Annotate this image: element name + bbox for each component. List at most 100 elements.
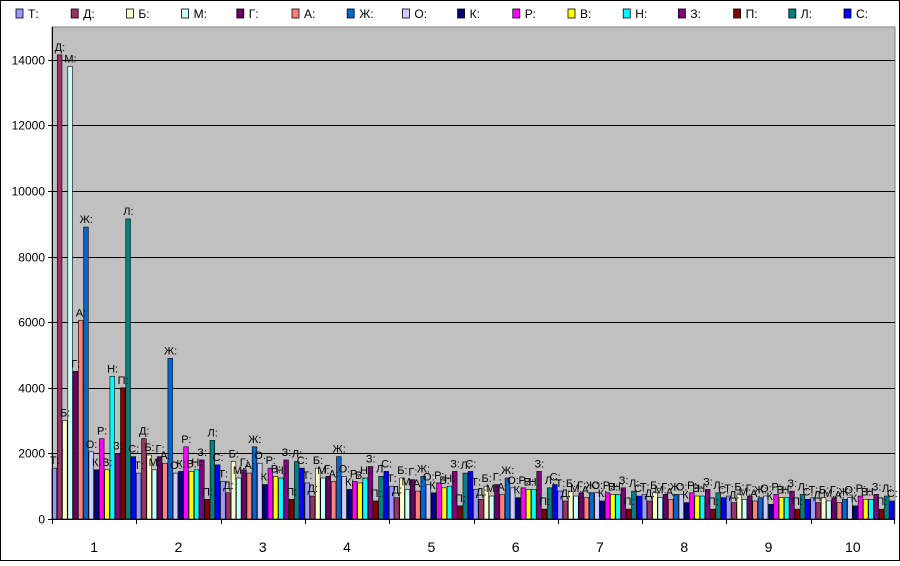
bar xyxy=(346,489,353,520)
bar-data-label: Д: xyxy=(729,490,740,502)
bar-data-label: А: xyxy=(413,478,423,490)
bar-data-label: Ж: xyxy=(164,345,177,357)
bar-data-label: М: xyxy=(570,483,582,495)
bar xyxy=(610,494,616,520)
bar-data-label: Б: xyxy=(819,485,829,497)
bar-data-label: С: xyxy=(887,488,898,500)
bar-data-label: Р: xyxy=(771,481,781,493)
bar xyxy=(136,472,142,520)
bar-data-label: Ж: xyxy=(501,465,514,477)
legend-label: Л: xyxy=(801,7,812,21)
bar-data-label: Н: xyxy=(276,465,287,477)
bar xyxy=(694,495,700,520)
bar xyxy=(56,54,63,520)
bar-data-label: Г: xyxy=(830,485,839,497)
bar xyxy=(868,499,874,520)
y-tick-label: 0 xyxy=(38,513,45,527)
bar-data-label: К: xyxy=(176,458,185,470)
legend-label: Р: xyxy=(525,7,536,21)
bar xyxy=(241,469,247,520)
bar xyxy=(167,357,173,520)
bar-data-label: Р: xyxy=(97,426,107,438)
bar-data-label: М: xyxy=(317,465,329,477)
bar-data-label: Ж: xyxy=(333,444,346,456)
bar-data-label: Ж: xyxy=(754,485,767,497)
bar xyxy=(531,489,537,520)
bar-data-label: С: xyxy=(718,485,729,497)
bar-data-label: К: xyxy=(261,472,270,484)
x-tick-label: 2 xyxy=(175,539,183,555)
x-tick-label: 9 xyxy=(765,539,773,555)
bar-data-label: К: xyxy=(598,488,607,500)
bar xyxy=(805,499,811,520)
bar xyxy=(72,371,79,520)
x-tick-label: 8 xyxy=(680,539,688,555)
bar-data-label: Р: xyxy=(687,480,697,492)
bar xyxy=(446,485,453,520)
legend-swatch xyxy=(788,8,797,19)
bar xyxy=(162,462,168,520)
bar xyxy=(120,387,126,520)
bar-data-label: Т: xyxy=(471,476,481,488)
bar xyxy=(151,469,158,520)
bar-data-label: Н: xyxy=(444,473,455,485)
bar xyxy=(683,502,690,520)
bar-data-label: М: xyxy=(654,485,666,497)
bar xyxy=(525,489,532,520)
bar-data-label: В: xyxy=(692,483,702,495)
bar-data-label: К: xyxy=(429,480,438,492)
bar-data-label: А: xyxy=(834,490,844,502)
y-tick-label: 4000 xyxy=(18,382,45,396)
legend-label: Ж: xyxy=(359,7,373,21)
bar-data-label: З: xyxy=(872,481,882,493)
legend-swatch xyxy=(401,8,410,19)
bar-data-label: Г: xyxy=(71,358,80,370)
bar-data-label: Д: xyxy=(392,485,403,497)
bar-data-label: М: xyxy=(149,457,161,469)
bar xyxy=(647,500,653,520)
bar-data-label: Т: xyxy=(556,478,566,490)
legend-swatch xyxy=(512,8,521,19)
bar-data-label: С: xyxy=(465,458,476,470)
bar xyxy=(362,477,368,520)
bar-data-label: Ж: xyxy=(585,480,598,492)
legend-swatch xyxy=(567,8,576,19)
bar-data-label: А: xyxy=(244,460,254,472)
bar xyxy=(842,499,848,520)
bar xyxy=(99,438,105,520)
bar-data-label: Р: xyxy=(603,480,613,492)
bar-data-label: П: xyxy=(539,496,550,508)
bar xyxy=(815,502,821,520)
bar-data-label: Д: xyxy=(55,42,66,54)
bar-data-label: Н: xyxy=(360,465,371,477)
bar xyxy=(515,497,521,520)
bar xyxy=(599,500,605,520)
bar-data-label: Л: xyxy=(798,481,808,493)
legend-label: С: xyxy=(856,7,868,21)
bar xyxy=(573,495,579,520)
bar-data-label: Б: xyxy=(397,465,407,477)
bar xyxy=(489,495,495,520)
bar-data-label: Ж: xyxy=(248,434,261,446)
bar-data-label: Б: xyxy=(144,442,154,454)
bar-data-label: Д: xyxy=(645,488,656,500)
bar xyxy=(741,499,748,520)
bar-data-label: З: xyxy=(787,478,797,490)
bar-data-label: П: xyxy=(371,488,382,500)
legend-label: Т: xyxy=(28,7,39,21)
x-tick-label: 1 xyxy=(90,539,98,555)
bar-data-label: К: xyxy=(92,457,101,469)
bar-data-label: М: xyxy=(64,53,76,65)
bar-data-label: В: xyxy=(608,481,618,493)
legend-label: Н: xyxy=(635,7,647,21)
bar xyxy=(752,500,758,520)
bar-data-label: Р: xyxy=(518,475,528,487)
bar xyxy=(67,66,73,520)
bar-data-label: Л: xyxy=(292,449,302,461)
bar-data-label: З: xyxy=(113,440,123,452)
bar-data-label: К: xyxy=(851,493,860,505)
bar-data-label: А: xyxy=(160,450,170,462)
legend-label: П: xyxy=(746,7,758,21)
bar xyxy=(278,477,284,520)
bar-data-label: М: xyxy=(739,486,751,498)
